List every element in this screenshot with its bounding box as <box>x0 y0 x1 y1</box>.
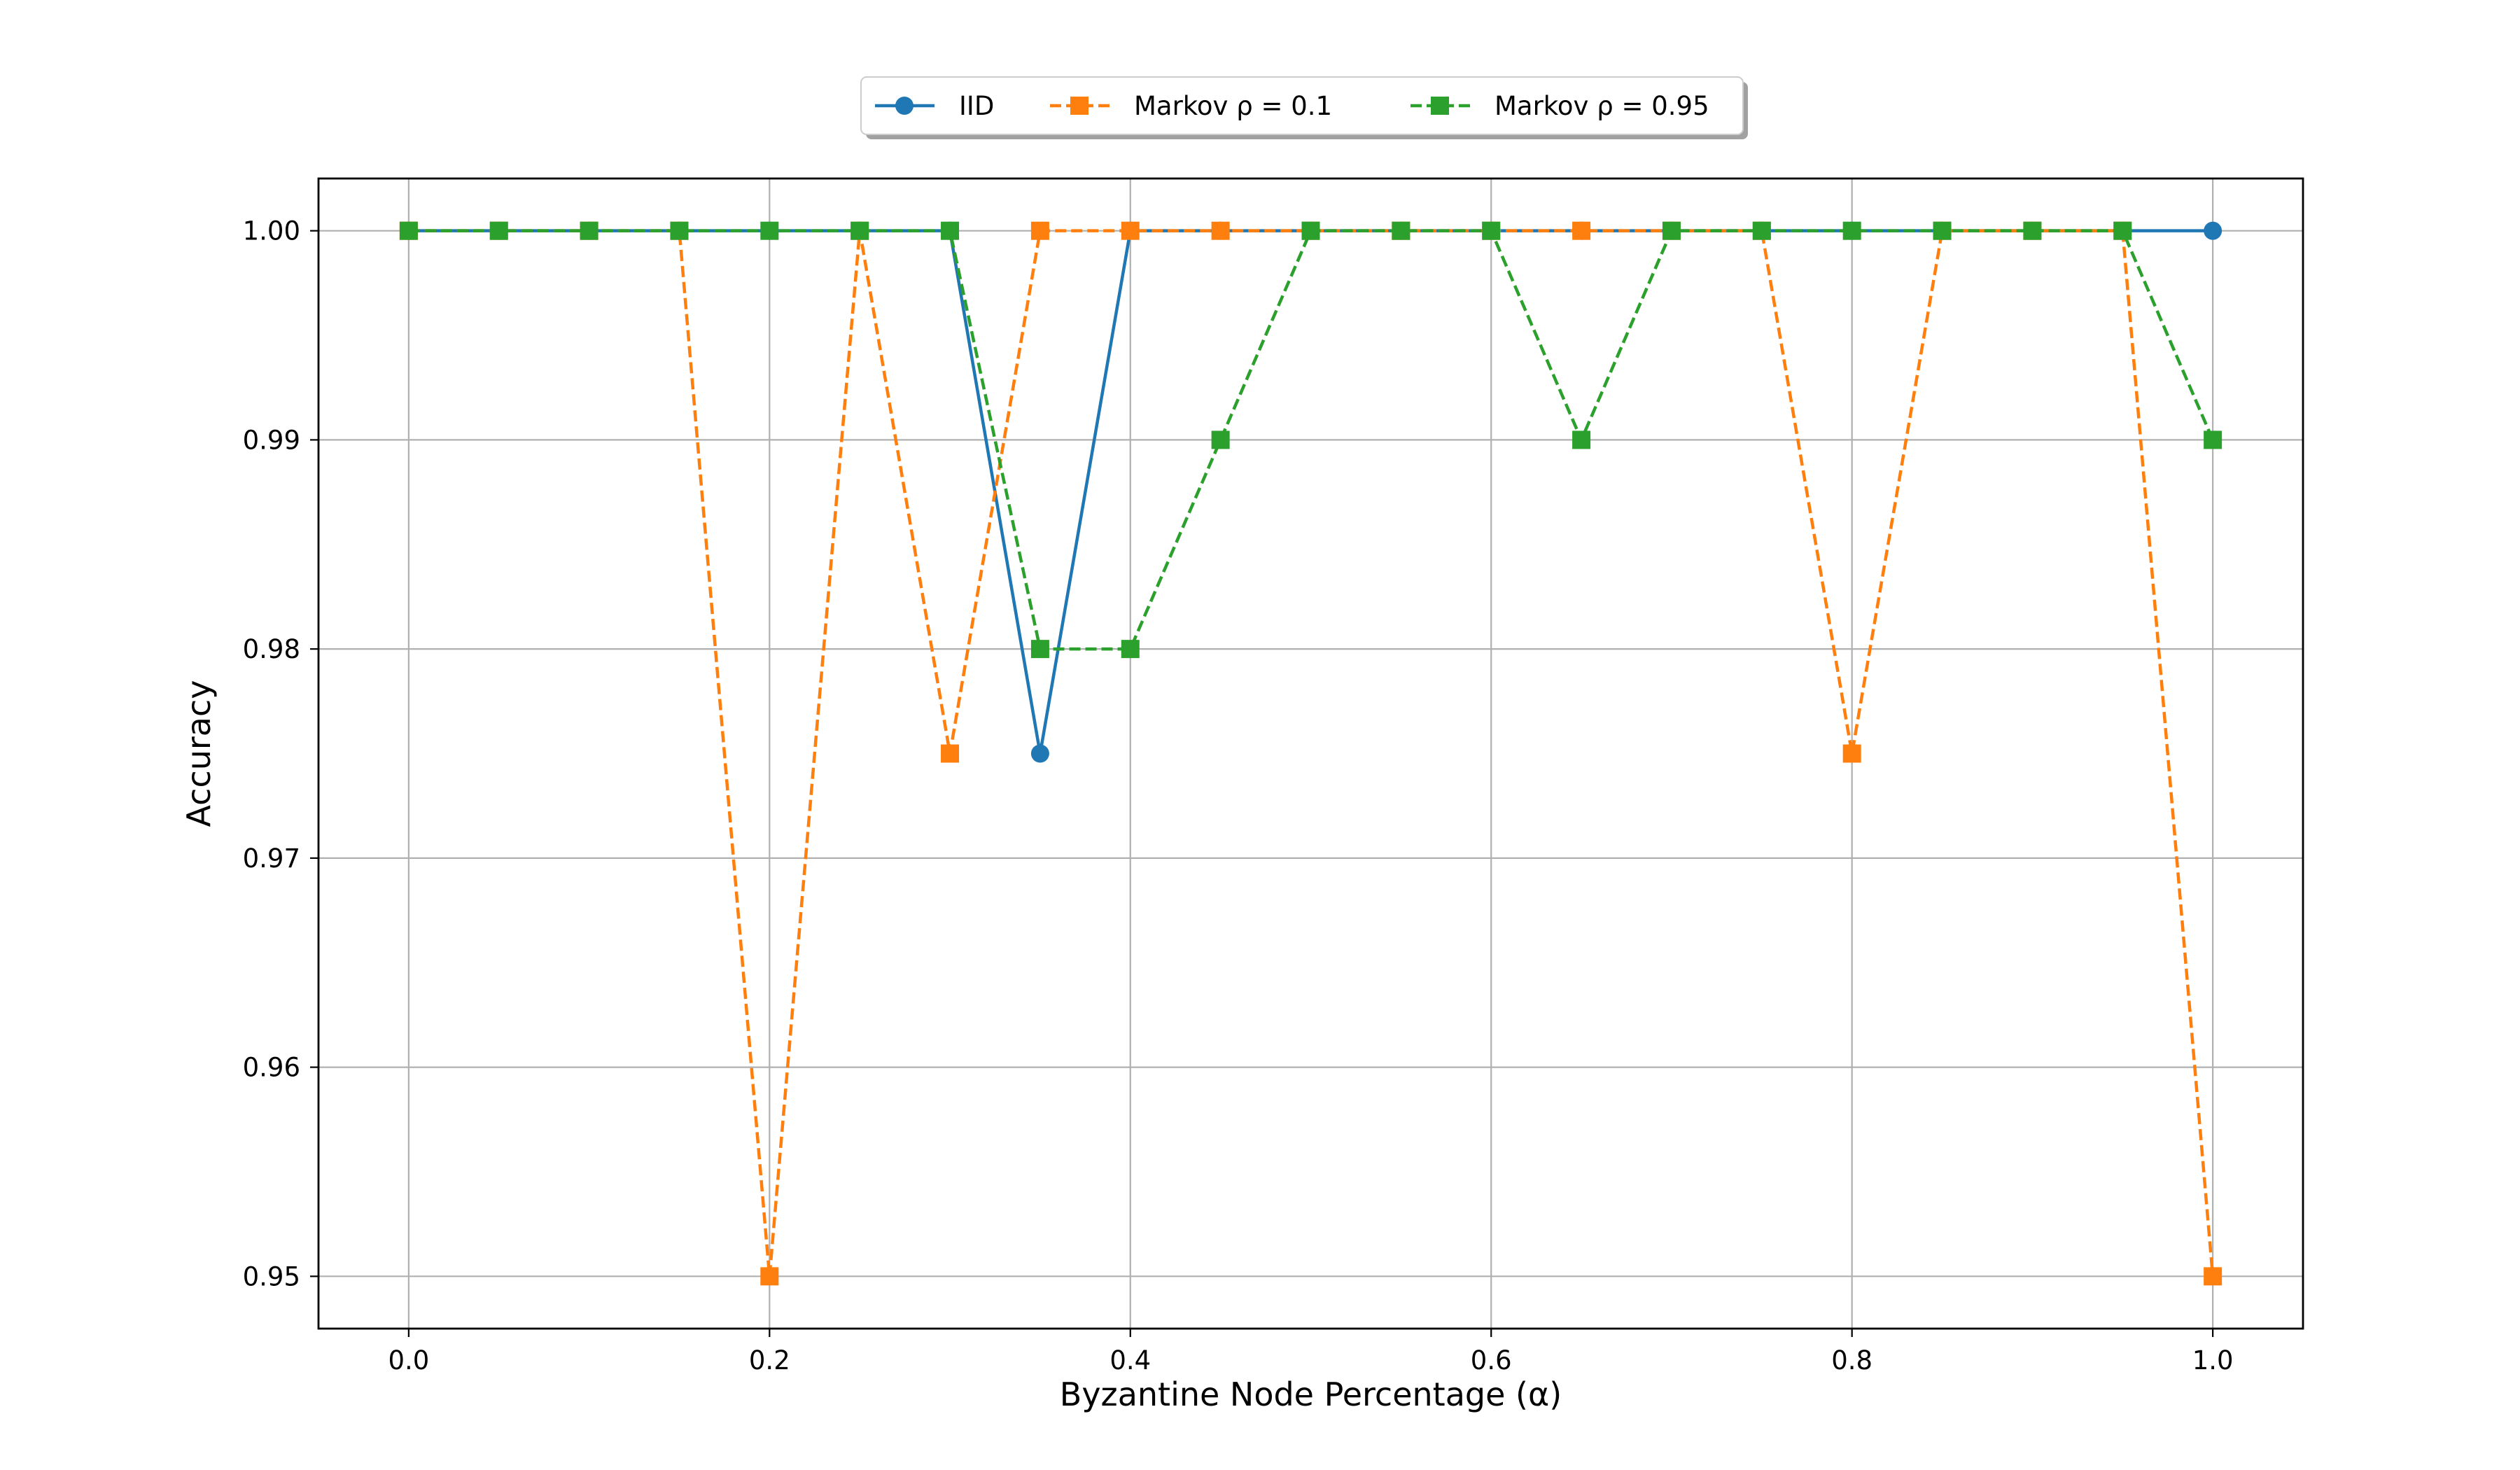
data-point <box>760 221 779 240</box>
plot-frame <box>317 177 2304 1330</box>
data-point <box>1842 744 1861 763</box>
data-point <box>1842 221 1861 240</box>
data-point <box>1030 221 1049 240</box>
data-point <box>1030 744 1049 763</box>
y-tick-label: 0.97 <box>243 844 300 874</box>
data-point <box>580 221 598 240</box>
data-point <box>1662 221 1681 240</box>
data-point <box>1030 640 1049 659</box>
data-point <box>1392 221 1410 240</box>
data-point <box>1482 221 1501 240</box>
data-point <box>1211 430 1230 449</box>
data-point <box>2113 221 2132 240</box>
data-point <box>941 744 960 763</box>
legend-marker <box>1431 97 1449 115</box>
data-point <box>1572 430 1591 449</box>
y-tick-label: 0.96 <box>243 1053 300 1083</box>
y-tick-label: 0.98 <box>243 634 300 664</box>
data-point <box>2204 430 2222 449</box>
data-point <box>1752 221 1771 240</box>
data-point <box>850 221 869 240</box>
data-point <box>670 221 689 240</box>
series-line <box>408 229 2213 755</box>
data-point <box>489 221 508 240</box>
series-0 <box>399 221 2222 763</box>
legend-label: Markov ρ = 0.95 <box>1494 91 1709 121</box>
y-tick-label: 0.95 <box>243 1261 300 1292</box>
data-point <box>2204 221 2222 240</box>
y-tick-label: 0.99 <box>243 425 300 455</box>
data-point <box>1301 221 1320 240</box>
legend-marker <box>1070 97 1088 115</box>
legend-box <box>860 76 1744 135</box>
legend-label: IID <box>959 91 994 121</box>
data-point <box>1211 221 1230 240</box>
data-point <box>1933 221 1952 240</box>
x-axis-title: Byzantine Node Percentage (α) <box>1060 1376 1562 1413</box>
x-tick-label: 0.4 <box>1110 1345 1151 1376</box>
series-1 <box>399 221 2222 1286</box>
x-tick-label: 0.8 <box>1831 1345 1872 1376</box>
data-point <box>2204 1267 2222 1286</box>
data-point <box>2023 221 2042 240</box>
grid-lines <box>318 178 2303 1329</box>
data-point <box>1572 221 1591 240</box>
data-point <box>760 1267 779 1286</box>
series-2 <box>399 221 2222 659</box>
x-tick-label: 0.6 <box>1471 1345 1512 1376</box>
x-tick-label: 0.2 <box>749 1345 790 1376</box>
legend-label: Markov ρ = 0.1 <box>1134 91 1332 121</box>
data-point <box>1121 640 1140 659</box>
legend-marker <box>895 97 913 115</box>
x-tick-label: 1.0 <box>2192 1345 2234 1376</box>
data-point <box>941 221 960 240</box>
axis-ticks: 0.0 0.2 0.4 0.6 0.8 1.0 0.95 0.96 0.97 0.98 0.99 1.… <box>243 216 2234 1376</box>
series-line <box>408 229 2215 1278</box>
y-tick-label: 1.00 <box>243 216 300 246</box>
x-tick-label: 0.0 <box>388 1345 429 1376</box>
series-layer <box>399 221 2222 1286</box>
legend: IID Markov ρ = 0.1 Markov ρ = 0.95 <box>860 76 1748 139</box>
data-point <box>1121 221 1140 240</box>
data-point <box>399 221 418 240</box>
y-axis-title: Accuracy <box>180 680 218 827</box>
